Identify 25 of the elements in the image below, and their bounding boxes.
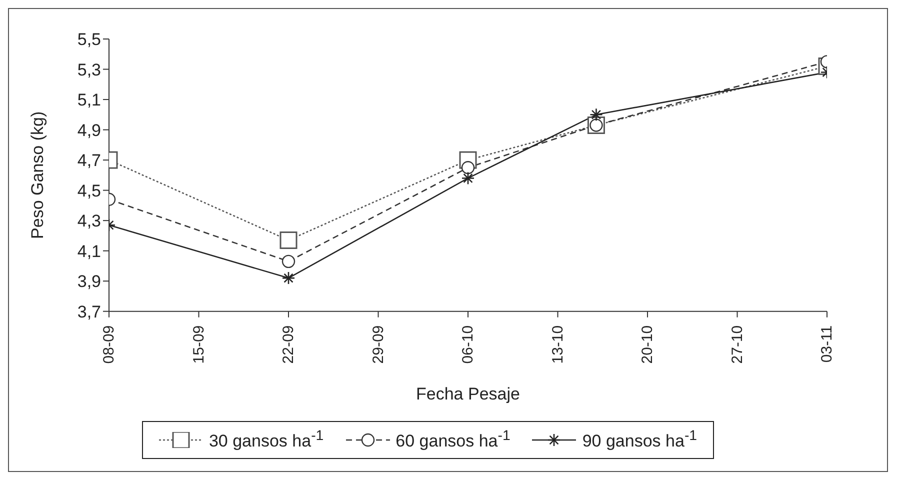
x-tick-label: 06-10 [460, 325, 476, 364]
x-tick-label: 22-09 [280, 325, 297, 364]
y-tick-label: 3,9 [77, 272, 101, 292]
y-tick-label: 4,5 [77, 181, 101, 200]
y-tick-label: 4,7 [77, 151, 101, 170]
legend-label: 90 gansos ha$^{-1}$ [582, 428, 698, 452]
y-axis-title: Peso Ganso (kg) [28, 111, 48, 239]
x-tick-label: 13-10 [549, 325, 566, 364]
x-tick-label: 15-09 [190, 325, 208, 364]
x-axis-title: Fecha Pesaje [416, 384, 520, 404]
legend-label: 30 gansos ha$^{-1}$ [208, 428, 324, 452]
x-tick-label: 03-11 [818, 325, 836, 363]
x-tick-label: 20-10 [639, 325, 656, 364]
y-tick-label: 3,7 [77, 302, 101, 322]
x-tick-label: 27-10 [728, 325, 746, 364]
y-tick-label: 5,5 [77, 30, 101, 50]
y-tick-label: 4,1 [77, 242, 101, 261]
y-tick-label: 5,3 [77, 60, 101, 80]
y-tick-label: 4,9 [77, 120, 101, 140]
y-tick-label: 5,1 [77, 90, 101, 110]
legend-label: 60 gansos ha$^{-1}$ [396, 428, 510, 452]
y-tick-label: 4,3 [77, 212, 101, 231]
x-tick-label: 08-09 [100, 325, 118, 364]
point [461, 161, 475, 174]
x-tick-label: 29-09 [370, 325, 387, 364]
